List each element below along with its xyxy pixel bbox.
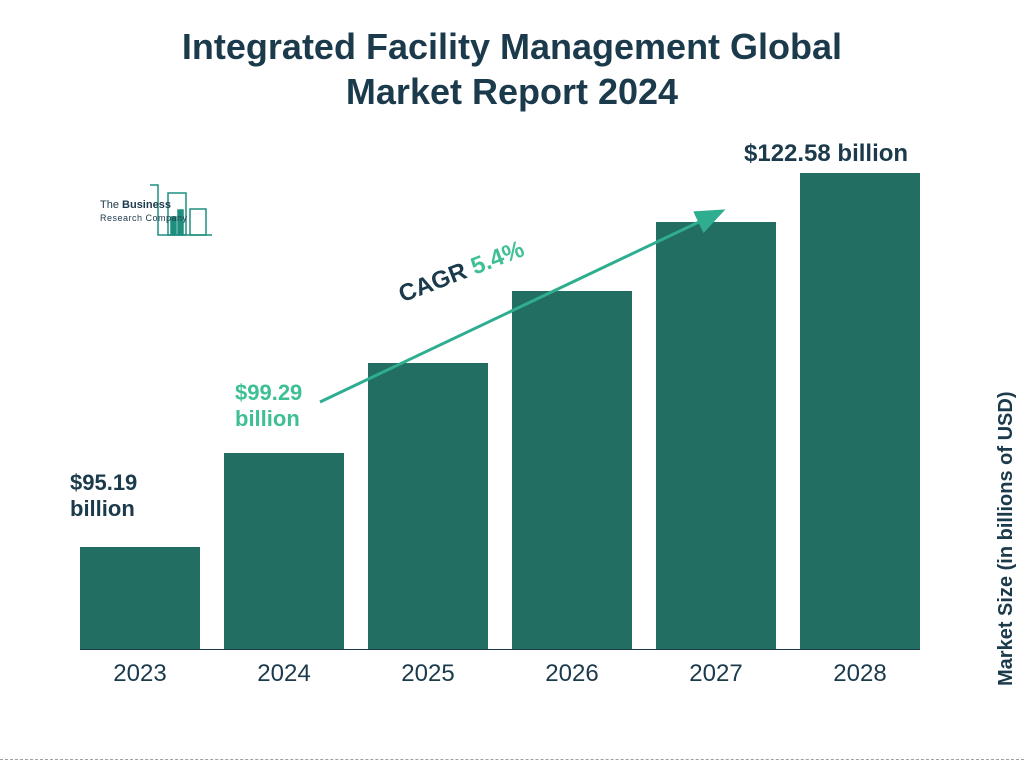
data-value-label: $122.58 billion bbox=[744, 140, 908, 169]
bottom-divider bbox=[0, 759, 1024, 760]
y-axis-label: Market Size (in billions of USD) bbox=[995, 392, 1018, 686]
data-value-label: $99.29billion bbox=[235, 380, 302, 433]
cagr-arrow bbox=[0, 0, 1024, 768]
data-value-label: $95.19billion bbox=[70, 470, 137, 523]
